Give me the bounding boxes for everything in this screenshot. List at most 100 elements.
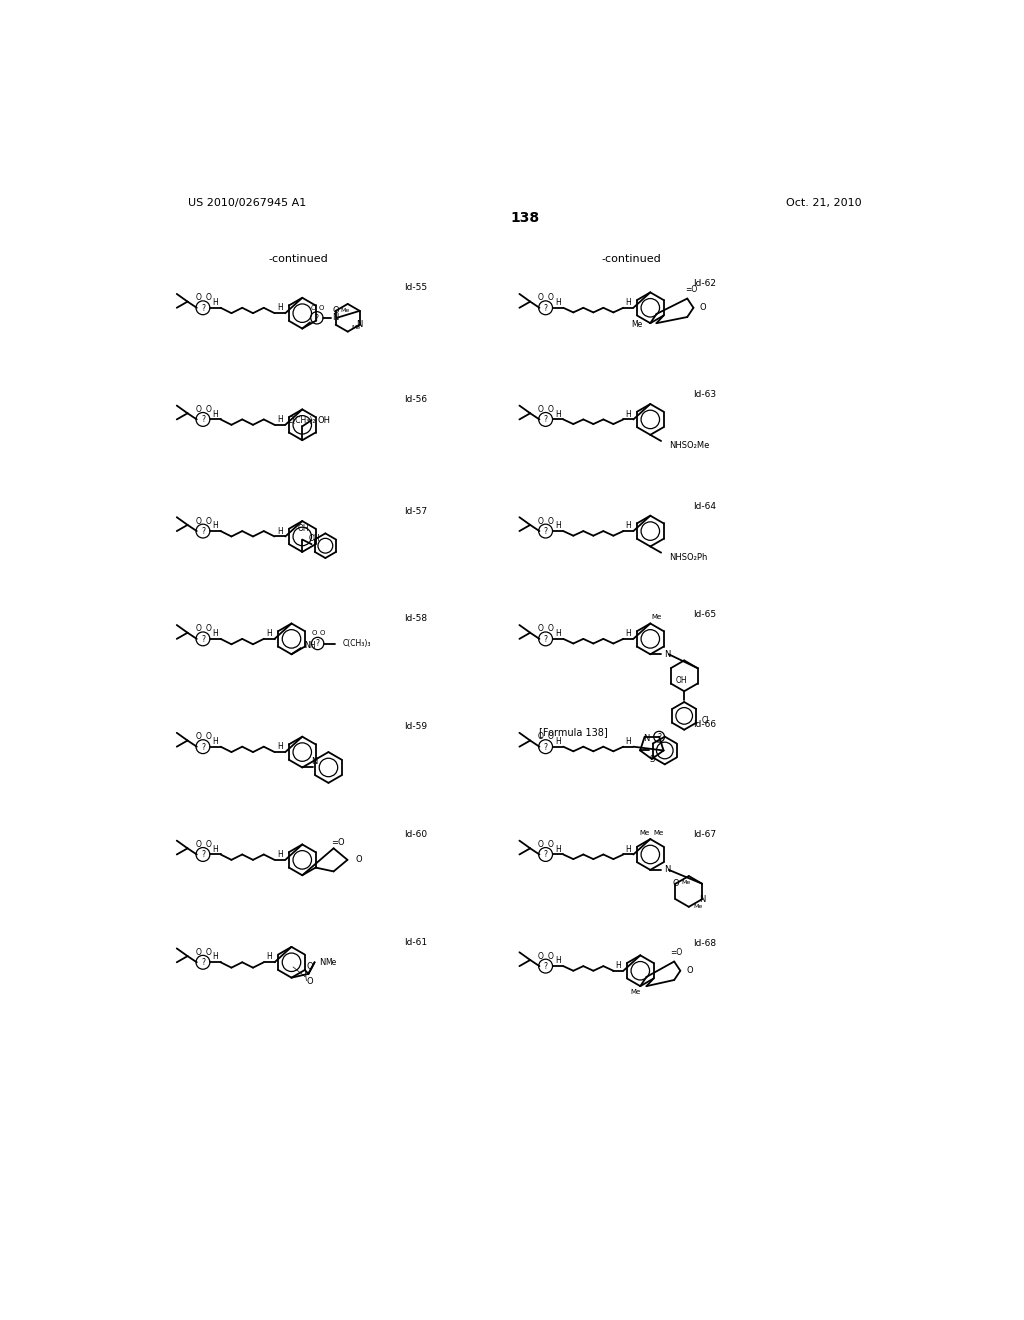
Text: N: N [665,866,671,874]
Text: -continued: -continued [268,253,329,264]
Text: Oct. 21, 2010: Oct. 21, 2010 [786,198,862,209]
Text: O: O [699,304,707,313]
Text: =O: =O [331,838,344,847]
Text: H: H [212,409,218,418]
Text: H: H [278,742,283,751]
Text: O: O [538,293,544,302]
Text: H: H [212,953,218,961]
Text: H: H [212,630,218,638]
Text: Id-65: Id-65 [692,610,716,619]
Text: H: H [278,304,283,313]
Text: ?: ? [201,304,205,313]
Text: Me: Me [631,989,641,995]
Text: ?: ? [544,635,548,644]
Text: H: H [278,414,283,424]
Text: Id-56: Id-56 [403,395,427,404]
Text: Id-63: Id-63 [692,391,716,399]
Text: H: H [266,630,272,638]
Text: H: H [555,409,561,418]
Text: H: H [626,737,631,746]
Text: H: H [555,845,561,854]
Text: US 2010/0267945 A1: US 2010/0267945 A1 [188,198,306,209]
Text: Id-55: Id-55 [403,284,427,292]
Text: C(CH₃)₂: C(CH₃)₂ [288,416,316,425]
Text: Id-59: Id-59 [403,722,427,731]
Text: O: O [196,405,202,414]
Text: Me: Me [651,614,662,620]
Text: Id-67: Id-67 [692,830,716,840]
Text: O: O [206,405,211,414]
Text: =O: =O [685,285,697,294]
Text: Id-57: Id-57 [403,507,427,516]
Text: O: O [206,840,211,849]
Text: O: O [318,305,325,310]
Text: ?: ? [201,416,205,424]
Text: ?: ? [201,850,205,859]
Text: O: O [206,733,211,741]
Text: Me: Me [681,879,690,884]
Text: N: N [356,321,362,329]
Text: Id-66: Id-66 [692,719,716,729]
Text: ?: ? [544,962,548,972]
Text: O: O [548,952,554,961]
Text: O: O [538,405,544,414]
Text: OH: OH [317,416,331,425]
Text: H: H [555,298,561,306]
Text: H: H [626,630,631,638]
Text: H: H [555,737,561,746]
Text: H: H [626,409,631,418]
Text: O: O [196,293,202,302]
Text: NH: NH [304,640,315,649]
Text: Id-58: Id-58 [403,614,427,623]
Text: ?: ? [544,850,548,859]
Text: Me: Me [341,308,350,313]
Text: O: O [548,624,554,634]
Text: N: N [643,734,649,743]
Text: O: O [548,405,554,414]
Text: O: O [548,516,554,525]
Text: O: O [355,855,361,865]
Text: Me: Me [653,830,664,836]
Text: Me: Me [326,958,337,966]
Text: NHSO₂Ph: NHSO₂Ph [669,553,708,562]
Text: O: O [333,306,339,315]
Text: O: O [196,733,202,741]
Text: H: H [555,521,561,531]
Text: ?: ? [315,639,319,648]
Text: O: O [686,966,693,975]
Text: Id-62: Id-62 [692,279,716,288]
Text: H: H [278,850,283,859]
Text: -continued: -continued [601,253,660,264]
Text: H: H [626,521,631,531]
Text: H: H [212,737,218,746]
Text: O: O [306,962,313,970]
Text: Me: Me [631,321,642,329]
Text: Id-61: Id-61 [403,937,427,946]
Text: ?: ? [201,527,205,536]
Text: N: N [665,649,671,659]
Text: ?: ? [544,527,548,536]
Text: O: O [538,952,544,961]
Text: S: S [649,755,654,763]
Text: O: O [206,624,211,634]
Text: O: O [206,293,211,302]
Text: C(CH₃)₃: C(CH₃)₃ [342,639,371,648]
Text: O: O [196,624,202,634]
Text: N: N [333,313,339,322]
Text: H: H [266,953,272,961]
Text: Cl: Cl [701,715,709,725]
Text: O: O [196,516,202,525]
Text: O: O [538,733,544,741]
Text: ?: ? [201,958,205,968]
Text: =O: =O [671,948,683,957]
Text: H: H [555,630,561,638]
Text: O: O [310,305,315,310]
Text: ?: ? [544,416,548,424]
Text: O: O [548,733,554,741]
Text: O: O [548,293,554,302]
Text: O: O [206,948,211,957]
Text: N: N [699,895,706,904]
Text: ?: ? [201,743,205,751]
Text: Me: Me [693,904,702,909]
Text: O: O [206,516,211,525]
